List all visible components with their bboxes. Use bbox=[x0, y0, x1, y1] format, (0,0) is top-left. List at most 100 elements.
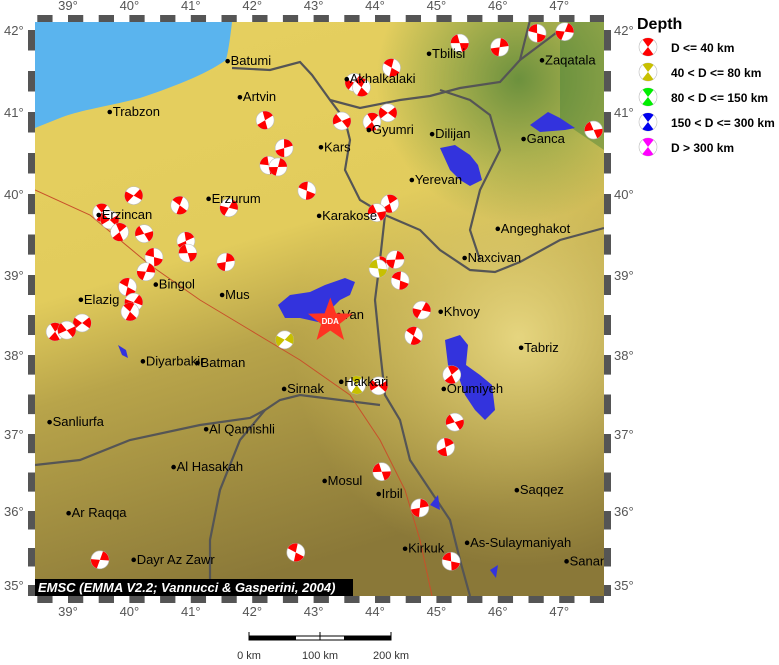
focal-mechanism-beachball[interactable] bbox=[136, 262, 156, 282]
city-sanliurfa[interactable]: Sanliurfa bbox=[47, 414, 105, 429]
city-dayr-az-zawr[interactable]: Dayr Az Zawr bbox=[131, 552, 215, 567]
focal-mechanism-beachball[interactable] bbox=[332, 111, 352, 131]
city-batman[interactable]: Batman bbox=[195, 355, 245, 370]
focal-mechanism-beachball[interactable] bbox=[442, 365, 462, 385]
city-dot bbox=[322, 478, 327, 484]
focal-mechanism-beachball[interactable] bbox=[380, 194, 400, 214]
city-bingol[interactable]: Bingol bbox=[153, 277, 196, 292]
city-dot bbox=[338, 379, 344, 385]
focal-mechanism-beachball[interactable] bbox=[90, 550, 110, 570]
city-sirnak[interactable]: Sirnak bbox=[281, 381, 325, 396]
focal-mechanism-beachball[interactable] bbox=[219, 198, 239, 218]
city-dot bbox=[171, 464, 176, 470]
focal-mechanism-beachball[interactable] bbox=[274, 138, 294, 158]
city-tbilisi[interactable]: Tbilisi bbox=[426, 46, 466, 61]
city-mosul[interactable]: Mosul bbox=[322, 473, 362, 488]
focal-mechanism-beachball[interactable] bbox=[368, 259, 388, 278]
focal-mechanism-beachball[interactable] bbox=[378, 103, 398, 123]
focal-mechanism-beachball[interactable] bbox=[527, 23, 547, 43]
city-tabriz[interactable]: Tabriz bbox=[518, 340, 559, 355]
city-elazig[interactable]: Elazig bbox=[78, 292, 120, 307]
focal-mechanism-beachball[interactable] bbox=[445, 412, 465, 432]
focal-mechanism-beachball[interactable] bbox=[178, 243, 198, 263]
city-mus[interactable]: Mus bbox=[219, 287, 250, 302]
city-karakose[interactable]: Karakose bbox=[316, 208, 377, 223]
focal-mechanism-beachball[interactable] bbox=[352, 78, 371, 97]
city-naxcivan[interactable]: Naxcivan bbox=[462, 250, 521, 265]
focal-mechanism-beachball[interactable] bbox=[367, 203, 387, 222]
city-batumi[interactable]: Batumi bbox=[225, 53, 271, 68]
city-al-hasakah[interactable]: Al Hasakah bbox=[171, 459, 243, 474]
city-erzurum[interactable]: Erzurum bbox=[206, 191, 261, 206]
focal-mechanism-beachball[interactable] bbox=[255, 110, 275, 130]
city-label: Batumi bbox=[231, 53, 272, 68]
city-artvin[interactable]: Artvin bbox=[237, 89, 277, 104]
focal-mechanism-beachball[interactable] bbox=[382, 58, 401, 78]
legend-beachball-icon[interactable] bbox=[638, 112, 658, 132]
city-al-qamishli[interactable]: Al Qamishli bbox=[203, 421, 275, 436]
focal-mechanism-beachball[interactable] bbox=[347, 375, 366, 395]
focal-mechanism-beachball[interactable] bbox=[390, 271, 410, 290]
epicenter-marker[interactable]: DDA bbox=[308, 297, 353, 340]
city-dot bbox=[237, 94, 243, 100]
city-saqqez[interactable]: Saqqez bbox=[514, 482, 564, 497]
focal-mechanism-beachball[interactable] bbox=[372, 462, 392, 482]
city-kirkuk[interactable]: Kirkuk bbox=[402, 541, 445, 556]
city-khvoy[interactable]: Khvoy bbox=[438, 304, 480, 319]
focal-mechanism-beachball[interactable] bbox=[72, 313, 92, 333]
focal-mechanism-beachball[interactable] bbox=[216, 252, 236, 272]
city-trabzon[interactable]: Trabzon bbox=[107, 104, 160, 119]
focal-mechanism-beachball[interactable] bbox=[286, 543, 306, 562]
focal-mechanism-beachball[interactable] bbox=[555, 22, 575, 41]
city-angeghakot[interactable]: Angeghakot bbox=[495, 221, 571, 236]
focal-mechanism-beachball[interactable] bbox=[144, 247, 164, 267]
focal-mechanism-beachball[interactable] bbox=[297, 181, 317, 201]
lon-tick-label: 47° bbox=[549, 0, 569, 13]
city-kars[interactable]: Kars bbox=[318, 139, 352, 154]
city-ganca[interactable]: Ganca bbox=[521, 131, 566, 146]
focal-mechanism-beachball[interactable] bbox=[110, 222, 129, 242]
legend-beachball-icon[interactable] bbox=[638, 87, 658, 107]
legend: Depth D <= 40 km 40 < D <= 80 km 80 < D <=… bbox=[637, 16, 775, 157]
city-yerevan[interactable]: Yerevan bbox=[409, 172, 463, 187]
focal-mechanism-beachball[interactable] bbox=[268, 157, 288, 177]
city-dot bbox=[203, 426, 209, 432]
city-ar-raqqa[interactable]: Ar Raqqa bbox=[66, 505, 127, 520]
city-erzincan[interactable]: Erzincan bbox=[96, 207, 152, 222]
legend-beachball-icon[interactable] bbox=[638, 137, 658, 157]
focal-mechanism-beachball[interactable] bbox=[170, 196, 190, 215]
focal-mechanism-beachball[interactable] bbox=[118, 277, 137, 297]
focal-mechanism-beachball[interactable] bbox=[57, 320, 77, 340]
focal-mechanism-beachball[interactable] bbox=[410, 498, 430, 518]
city-hakkari[interactable]: Hakkari bbox=[338, 374, 388, 389]
focal-mechanism-beachball[interactable] bbox=[436, 437, 455, 457]
focal-mechanism-beachball[interactable] bbox=[120, 302, 140, 322]
city-diyarbakir[interactable]: Diyarbakir bbox=[140, 353, 205, 368]
focal-mechanism-beachball[interactable] bbox=[490, 37, 509, 57]
city-sanandaj[interactable]: Sanandaj bbox=[564, 553, 624, 568]
city-as-sulaymaniyah[interactable]: As-Sulaymaniyah bbox=[464, 535, 571, 550]
focal-mechanism-beachball[interactable] bbox=[369, 376, 388, 396]
focal-mechanism-beachball[interactable] bbox=[385, 250, 405, 269]
frame-segment bbox=[28, 71, 35, 92]
focal-mechanism-beachball[interactable] bbox=[362, 112, 382, 132]
city-gyumri[interactable]: Gyumri bbox=[366, 122, 414, 137]
city-dilijan[interactable]: Dilijan bbox=[429, 126, 471, 141]
legend-beachball-icon[interactable] bbox=[638, 62, 658, 82]
city-label: Diyarbakir bbox=[146, 353, 205, 368]
city-irbil[interactable]: Irbil bbox=[376, 486, 403, 501]
city-label: Erzincan bbox=[102, 207, 153, 222]
legend-beachball-icon[interactable] bbox=[638, 37, 658, 57]
focal-mechanism-beachball[interactable] bbox=[124, 186, 143, 205]
focal-mechanism-beachball[interactable] bbox=[275, 330, 295, 350]
city-zaqatala[interactable]: Zaqatala bbox=[539, 52, 597, 67]
focal-mechanism-beachball[interactable] bbox=[450, 33, 470, 53]
city-orumiyeh[interactable]: Orumiyeh bbox=[441, 381, 503, 396]
focal-mechanism-beachball[interactable] bbox=[584, 120, 603, 140]
focal-mechanism-beachball[interactable] bbox=[100, 210, 120, 230]
focal-mechanism-beachball[interactable] bbox=[441, 552, 461, 571]
city-akhalkalaki[interactable]: Akhalkalaki bbox=[344, 71, 416, 86]
focal-mechanism-beachball[interactable] bbox=[404, 326, 423, 346]
focal-mechanism-beachball[interactable] bbox=[412, 300, 431, 320]
focal-mechanism-beachball[interactable] bbox=[134, 224, 154, 243]
